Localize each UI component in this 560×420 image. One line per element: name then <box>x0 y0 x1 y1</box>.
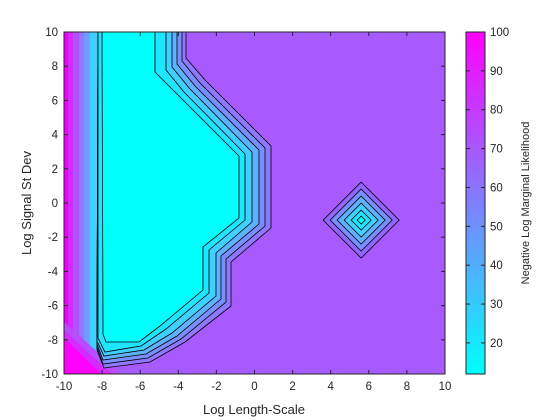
y-tick-label: 4 <box>52 130 59 142</box>
edge-band-3 <box>73 32 79 374</box>
y-tick-label: 6 <box>52 95 58 107</box>
colorbar-tick-label: 70 <box>490 144 503 156</box>
x-tick-label: -10 <box>56 381 73 393</box>
x-tick-label: 0 <box>251 381 257 393</box>
local-minimum-contours <box>322 181 400 259</box>
edge-band-4 <box>79 32 84 374</box>
colorbar-tick-label: 60 <box>490 182 503 194</box>
y-tick-label: -6 <box>48 301 58 313</box>
y-tick-label: 10 <box>45 27 58 39</box>
y-tick-label: -2 <box>48 232 58 244</box>
colorbar-tick-label: 30 <box>490 299 503 311</box>
colorbar-gradient <box>465 31 486 375</box>
colorbar-tick-label: 50 <box>490 221 503 233</box>
x-axis: -10 -8 -6 -4 -2 0 2 4 6 8 10 <box>56 32 452 393</box>
diamond-contour-5 <box>356 215 366 225</box>
x-tick-label: -6 <box>135 381 145 393</box>
y-axis: -10 -8 -6 -4 -2 0 2 4 6 8 10 <box>41 27 445 381</box>
colorbar-tick-label: 20 <box>490 338 503 350</box>
x-tick-label: -8 <box>97 381 107 393</box>
colorbar-tick-label: 100 <box>490 27 509 39</box>
y-axis-label: Log Signal St Dev <box>19 150 34 255</box>
x-tick-label: 8 <box>404 381 410 393</box>
colorbar-ticks: 20 30 40 50 60 70 80 90 100 <box>466 27 509 350</box>
y-tick-label: -4 <box>48 266 59 278</box>
y-tick-label: 2 <box>52 164 58 176</box>
colorbar-tick-label: 80 <box>490 105 503 117</box>
x-tick-label: 2 <box>289 381 295 393</box>
colorbar: 20 30 40 50 60 70 80 90 100 Negative Log Margina… <box>465 27 532 375</box>
y-tick-label: 0 <box>52 198 58 210</box>
edge-band-6 <box>90 32 98 374</box>
colorbar-tick-label: 90 <box>490 66 503 78</box>
edge-band-2 <box>68 32 73 374</box>
y-tick-label: 8 <box>52 61 58 73</box>
colorbar-label: Negative Log Marginal Likelihood <box>520 122 532 285</box>
x-tick-label: 10 <box>439 381 452 393</box>
colorbar-tick-label: 40 <box>490 260 503 272</box>
basin-minimum-region <box>101 31 240 343</box>
y-tick-label: -10 <box>41 369 58 381</box>
x-tick-label: -4 <box>173 381 184 393</box>
x-tick-label: 4 <box>327 381 334 393</box>
x-tick-label: 6 <box>366 381 372 393</box>
plot-area <box>64 31 445 374</box>
x-tick-label: -2 <box>211 381 221 393</box>
y-tick-label: -8 <box>48 335 58 347</box>
edge-band-5 <box>84 32 90 374</box>
x-axis-label: Log Length-Scale <box>203 402 305 417</box>
